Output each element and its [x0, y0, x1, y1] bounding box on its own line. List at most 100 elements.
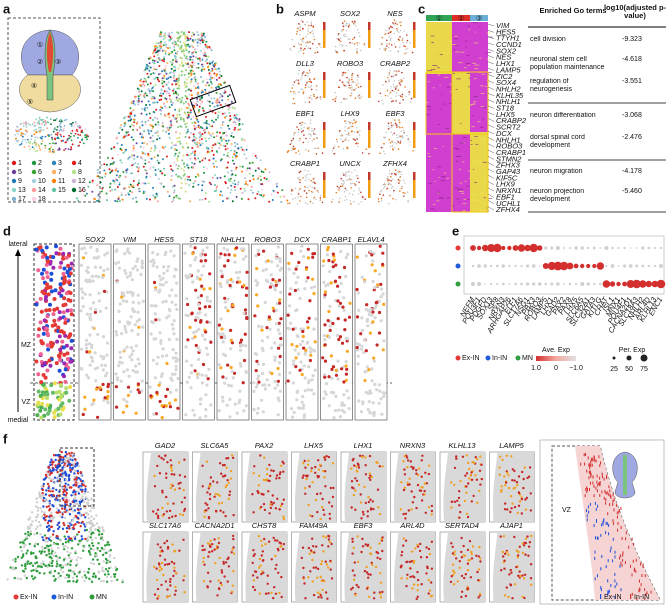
- dot: [190, 371, 193, 374]
- dot: [526, 282, 529, 285]
- dot: [187, 44, 189, 46]
- dot: [86, 266, 89, 269]
- dot: [393, 86, 395, 88]
- cluster-label: 14: [38, 187, 46, 194]
- p-value: -3.551: [622, 78, 662, 88]
- dot: [308, 150, 310, 152]
- dot: [203, 166, 205, 168]
- dot: [204, 330, 207, 333]
- dot: [397, 140, 399, 142]
- dot: [61, 120, 63, 122]
- dot: [130, 184, 132, 186]
- dot: [402, 136, 404, 138]
- dot: [305, 280, 308, 283]
- dot: [228, 415, 231, 418]
- dot: [141, 265, 144, 268]
- colorbar-top: [323, 22, 326, 30]
- dot: [166, 388, 169, 391]
- dot: [369, 392, 372, 395]
- dot: [212, 133, 214, 135]
- dot: [194, 154, 196, 156]
- dot: [362, 196, 364, 198]
- dot: [346, 179, 348, 181]
- dot: [178, 175, 180, 177]
- dot: [358, 203, 360, 205]
- dot: [101, 164, 103, 166]
- dot: [657, 280, 666, 289]
- dot: [168, 32, 170, 34]
- dot: [234, 186, 236, 188]
- dot: [186, 163, 188, 165]
- dot: [381, 190, 383, 192]
- dot: [111, 189, 113, 191]
- dot: [347, 70, 349, 72]
- dot: [292, 272, 295, 275]
- dot: [402, 39, 404, 41]
- gene-label: DLL3: [296, 59, 315, 68]
- dot: [181, 71, 183, 73]
- dot: [178, 84, 180, 86]
- dot: [170, 76, 172, 78]
- dot: [234, 142, 236, 144]
- dot: [29, 524, 31, 526]
- dot: [312, 328, 315, 331]
- dot: [175, 174, 177, 176]
- dot: [160, 88, 162, 90]
- dot: [192, 32, 194, 34]
- dot: [406, 34, 408, 36]
- dot: [153, 62, 155, 64]
- dot: [343, 411, 346, 414]
- p-value: -3.068: [622, 112, 662, 122]
- dot: [352, 39, 354, 41]
- dot: [208, 201, 210, 203]
- go-term: dorsal spinal cord development: [530, 134, 610, 154]
- dot: [97, 195, 99, 197]
- dot: [172, 332, 175, 335]
- heatmap-noise: [471, 126, 474, 127]
- dot: [344, 140, 346, 142]
- dot: [314, 197, 316, 199]
- dot: [382, 348, 385, 351]
- dot: [257, 191, 259, 193]
- dot: [298, 369, 301, 372]
- dot: [55, 340, 59, 344]
- dot: [181, 182, 183, 184]
- p-value: -5.460: [622, 188, 662, 196]
- dot: [125, 169, 127, 171]
- dot: [304, 48, 306, 50]
- dot: [274, 359, 277, 362]
- dot: [376, 283, 379, 286]
- dot: [187, 112, 189, 114]
- heatmap-noise: [447, 87, 450, 88]
- dot: [30, 530, 32, 532]
- dot: [316, 89, 318, 91]
- dot: [12, 170, 16, 174]
- dot: [189, 56, 191, 58]
- dot: [311, 98, 313, 100]
- dot: [50, 552, 52, 554]
- dot: [255, 360, 258, 363]
- dot: [403, 195, 405, 197]
- dot: [186, 79, 188, 81]
- heatmap-noise: [430, 209, 434, 210]
- dot: [122, 199, 124, 201]
- dot: [177, 40, 179, 42]
- dot: [89, 246, 92, 249]
- dot: [337, 338, 340, 341]
- dot: [306, 192, 308, 194]
- dot: [124, 150, 126, 152]
- dot: [150, 137, 152, 139]
- dot: [197, 121, 199, 123]
- dot: [310, 119, 312, 121]
- dot: [128, 375, 131, 378]
- heatmap-noise: [438, 75, 440, 76]
- dot: [195, 56, 197, 58]
- dot: [296, 126, 298, 128]
- dot: [161, 355, 164, 358]
- dot: [273, 190, 275, 192]
- dot: [357, 83, 359, 85]
- dot: [168, 39, 170, 41]
- dot: [340, 178, 342, 180]
- dot: [170, 168, 172, 170]
- dot: [270, 273, 273, 276]
